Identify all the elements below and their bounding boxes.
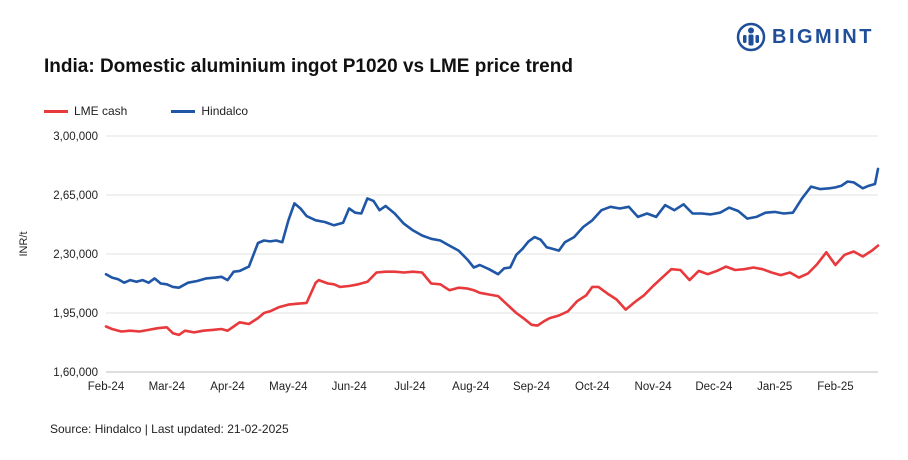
series-line-lme-cash — [104, 244, 880, 337]
x-tick-label: Nov-24 — [635, 381, 673, 393]
bigmint-logo-icon — [736, 22, 766, 52]
legend-swatch-lme — [44, 109, 68, 113]
source-note: Source: Hindalco | Last updated: 21-02-2… — [50, 422, 289, 436]
x-tick-label: Jul-24 — [394, 381, 426, 393]
x-tick-label: Jan-25 — [757, 381, 792, 393]
series-line-hindalco — [104, 167, 880, 289]
y-tick-label: 2,30,000 — [53, 249, 98, 261]
x-tick-label: Jun-24 — [332, 381, 368, 393]
y-tick-label: 3,00,000 — [53, 131, 98, 143]
brand-logo: BIGMINT — [736, 22, 874, 52]
brand-name: BIGMINT — [772, 25, 874, 48]
x-axis-ticks: Feb-24 Mar-24 Apr-24 May-24 Jun-24 Jul-24 Aug-… — [88, 381, 854, 393]
x-tick-label: Mar-24 — [149, 381, 186, 393]
x-tick-label: Oct-24 — [575, 381, 610, 393]
y-tick-label: 2,65,000 — [53, 190, 98, 202]
x-tick-label: May-24 — [269, 381, 308, 393]
x-tick-label: Apr-24 — [210, 381, 245, 393]
legend-item-lme: LME cash — [44, 104, 127, 118]
legend-item-hindalco: Hindalco — [171, 104, 248, 118]
legend-label-lme: LME cash — [74, 104, 128, 118]
x-tick-label: Dec-24 — [695, 381, 733, 393]
y-axis-ticks: 1,60,000 1,95,000 2,30,000 2,65,000 3,00,000 — [53, 131, 98, 379]
x-tick-label: Feb-25 — [817, 381, 853, 393]
x-tick-label: Sep-24 — [513, 381, 551, 393]
series-lines — [104, 167, 880, 337]
x-tick-label: Aug-24 — [452, 381, 490, 393]
chart-legend: LME cash Hindalco — [44, 104, 292, 118]
x-tick-label: Feb-24 — [88, 381, 125, 393]
legend-swatch-hindalco — [171, 109, 196, 113]
y-tick-label: 1,95,000 — [53, 308, 98, 320]
y-axis-label: INR/t — [18, 231, 30, 256]
grid-lines — [106, 135, 878, 373]
y-tick-label: 1,60,000 — [53, 367, 98, 379]
legend-label-hindalco: Hindalco — [201, 104, 249, 118]
chart-title: India: Domestic aluminium ingot P1020 vs… — [44, 56, 573, 77]
